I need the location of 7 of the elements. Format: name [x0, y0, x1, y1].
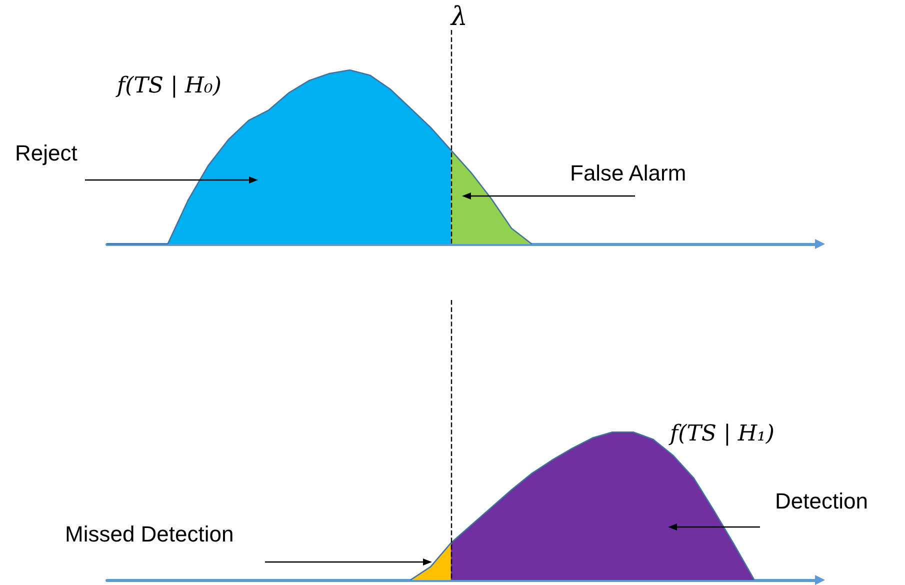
- annotation: False Alarm: [570, 160, 686, 186]
- text: Reject: [15, 140, 78, 166]
- chart-title: f(TS | H₀): [115, 74, 222, 98]
- chart-title: f(TS | H₁): [668, 422, 774, 446]
- annotation: Detection: [775, 488, 868, 514]
- text: λ: [450, 2, 468, 32]
- annotation: Missed Detection: [65, 522, 234, 546]
